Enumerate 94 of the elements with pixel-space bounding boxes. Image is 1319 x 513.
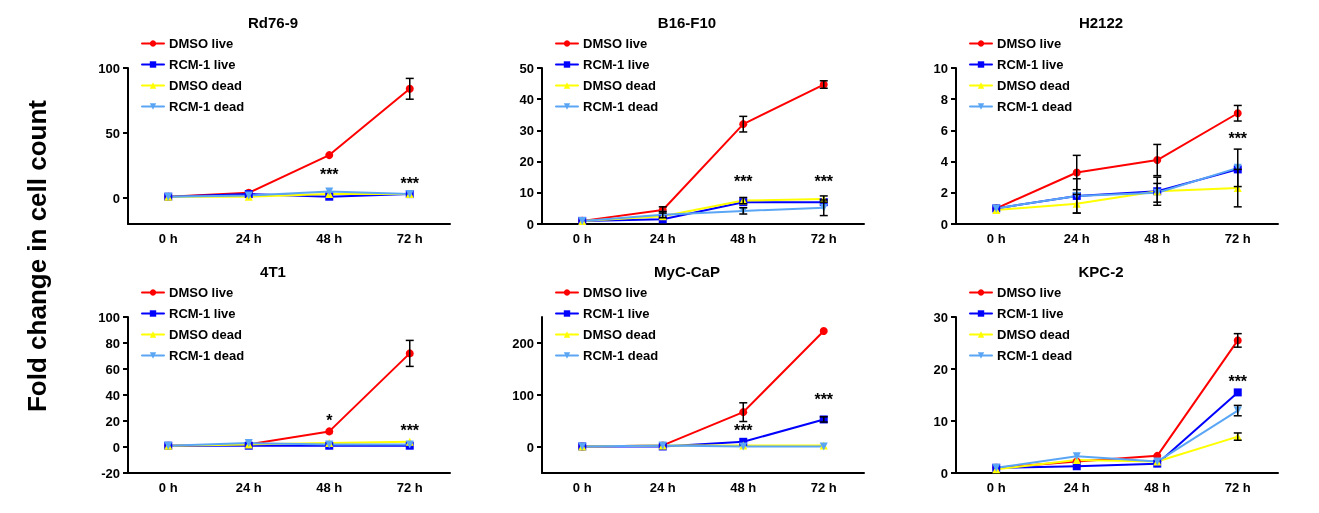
legend-label: RCM-1 live	[583, 57, 650, 72]
y-tick-label: 30	[519, 122, 534, 138]
x-tick-label: 0 h	[158, 231, 178, 246]
y-tick-label: 10	[933, 413, 948, 428]
y-tick-label: 0	[940, 465, 948, 480]
x-tick-label: 24 h	[1063, 231, 1090, 246]
legend-label: DMSO dead	[169, 326, 243, 342]
chart-title: MyC-CaP	[654, 262, 720, 280]
chart-title: B16-F10	[657, 14, 717, 31]
legend-label: RCM-1 live	[169, 57, 236, 72]
y-tick-label: 10	[519, 185, 534, 201]
legend-label: RCM-1 dead	[169, 99, 245, 114]
x-tick-label: 24 h	[235, 479, 262, 495]
x-tick-label: 48 h	[316, 231, 343, 246]
y-tick-label: 20	[105, 413, 120, 428]
legend-label: RCM-1 dead	[583, 347, 659, 363]
x-tick-label: 0 h	[986, 231, 1006, 246]
x-tick-label: 72 h	[396, 231, 423, 246]
legend-label: DMSO live	[169, 36, 234, 51]
legend-label: DMSO live	[583, 36, 648, 51]
y-tick-label: 0	[940, 216, 948, 232]
x-tick-label: 48 h	[730, 231, 757, 246]
x-tick-label: 0 h	[986, 479, 1006, 495]
x-tick-label: 72 h	[1224, 231, 1251, 246]
annotation: ***	[1228, 129, 1248, 147]
y-tick-label: 60	[105, 361, 120, 376]
annotation: ***	[814, 390, 834, 408]
annotation: ***	[400, 174, 420, 192]
chart-title: 4T1	[260, 262, 286, 280]
y-tick-label: 100	[98, 60, 120, 76]
legend-label: DMSO live	[583, 284, 648, 300]
x-tick-label: 48 h	[730, 479, 757, 495]
annotation: ***	[814, 173, 834, 191]
legend-label: RCM-1 dead	[997, 347, 1073, 363]
annotation: *	[326, 411, 334, 429]
legend-label: DMSO dead	[169, 78, 243, 93]
legend-label: RCM-1 live	[997, 57, 1064, 72]
x-tick-label: 48 h	[1144, 231, 1171, 246]
annotation: ***	[733, 421, 754, 439]
y-tick-label: 0	[112, 190, 120, 206]
x-tick-label: 24 h	[649, 479, 676, 495]
x-tick-label: 48 h	[1144, 479, 1171, 495]
annotation: ***	[319, 165, 340, 183]
chart-title: Rd76-9	[247, 14, 299, 31]
y-tick-label: 0	[526, 216, 534, 232]
x-tick-label: 24 h	[235, 231, 262, 246]
legend-label: RCM-1 live	[583, 305, 650, 321]
legend-label: DMSO live	[997, 36, 1062, 51]
y-tick-label: 100	[512, 387, 534, 402]
y-tick-label: 100	[98, 309, 120, 324]
legend-label: RCM-1 dead	[169, 347, 245, 363]
y-tick-label: 30	[933, 309, 948, 324]
x-tick-label: 24 h	[1063, 479, 1090, 495]
y-tick-label: 8	[940, 91, 948, 107]
y-tick-label: 0	[112, 439, 120, 454]
legend-label: DMSO dead	[997, 326, 1071, 342]
y-axis-title: Fold change in cell count	[21, 99, 53, 413]
y-tick-label: 40	[519, 91, 534, 107]
y-tick-label: 0	[526, 439, 534, 454]
x-tick-label: 0 h	[158, 479, 178, 495]
y-tick-label: -20	[101, 465, 120, 480]
y-tick-label: 200	[512, 335, 534, 350]
y-tick-label: 10	[933, 60, 948, 76]
x-tick-label: 24 h	[649, 231, 676, 246]
y-tick-label: 50	[105, 125, 120, 141]
y-tick-label: 4	[940, 154, 949, 170]
annotation: ***	[400, 421, 420, 439]
legend-label: DMSO live	[169, 284, 234, 300]
legend-label: RCM-1 live	[997, 305, 1064, 321]
legend-label: DMSO dead	[583, 78, 657, 93]
x-tick-label: 72 h	[810, 479, 837, 495]
legend-label: RCM-1 live	[169, 305, 236, 321]
y-tick-label: 40	[105, 387, 120, 402]
legend-label: DMSO live	[997, 284, 1062, 300]
x-tick-label: 72 h	[1224, 479, 1251, 495]
annotation: ***	[1228, 372, 1248, 390]
y-tick-label: 2	[940, 185, 948, 201]
y-tick-label: 6	[940, 122, 948, 138]
legend-label: RCM-1 dead	[997, 99, 1073, 114]
y-tick-label: 20	[519, 154, 534, 170]
x-tick-label: 72 h	[396, 479, 423, 495]
y-tick-label: 80	[105, 335, 120, 350]
x-tick-label: 0 h	[572, 479, 592, 495]
legend-label: DMSO dead	[583, 326, 657, 342]
legend-label: DMSO dead	[997, 78, 1071, 93]
legend-label: RCM-1 dead	[583, 99, 659, 114]
y-tick-label: 20	[933, 361, 948, 376]
y-tick-label: 50	[519, 60, 534, 76]
chart-title: KPC-2	[1078, 262, 1124, 280]
annotation: ***	[733, 173, 754, 191]
x-tick-label: 48 h	[316, 479, 343, 495]
chart-title: H2122	[1078, 14, 1124, 31]
x-tick-label: 72 h	[810, 231, 837, 246]
x-tick-label: 0 h	[572, 231, 592, 246]
